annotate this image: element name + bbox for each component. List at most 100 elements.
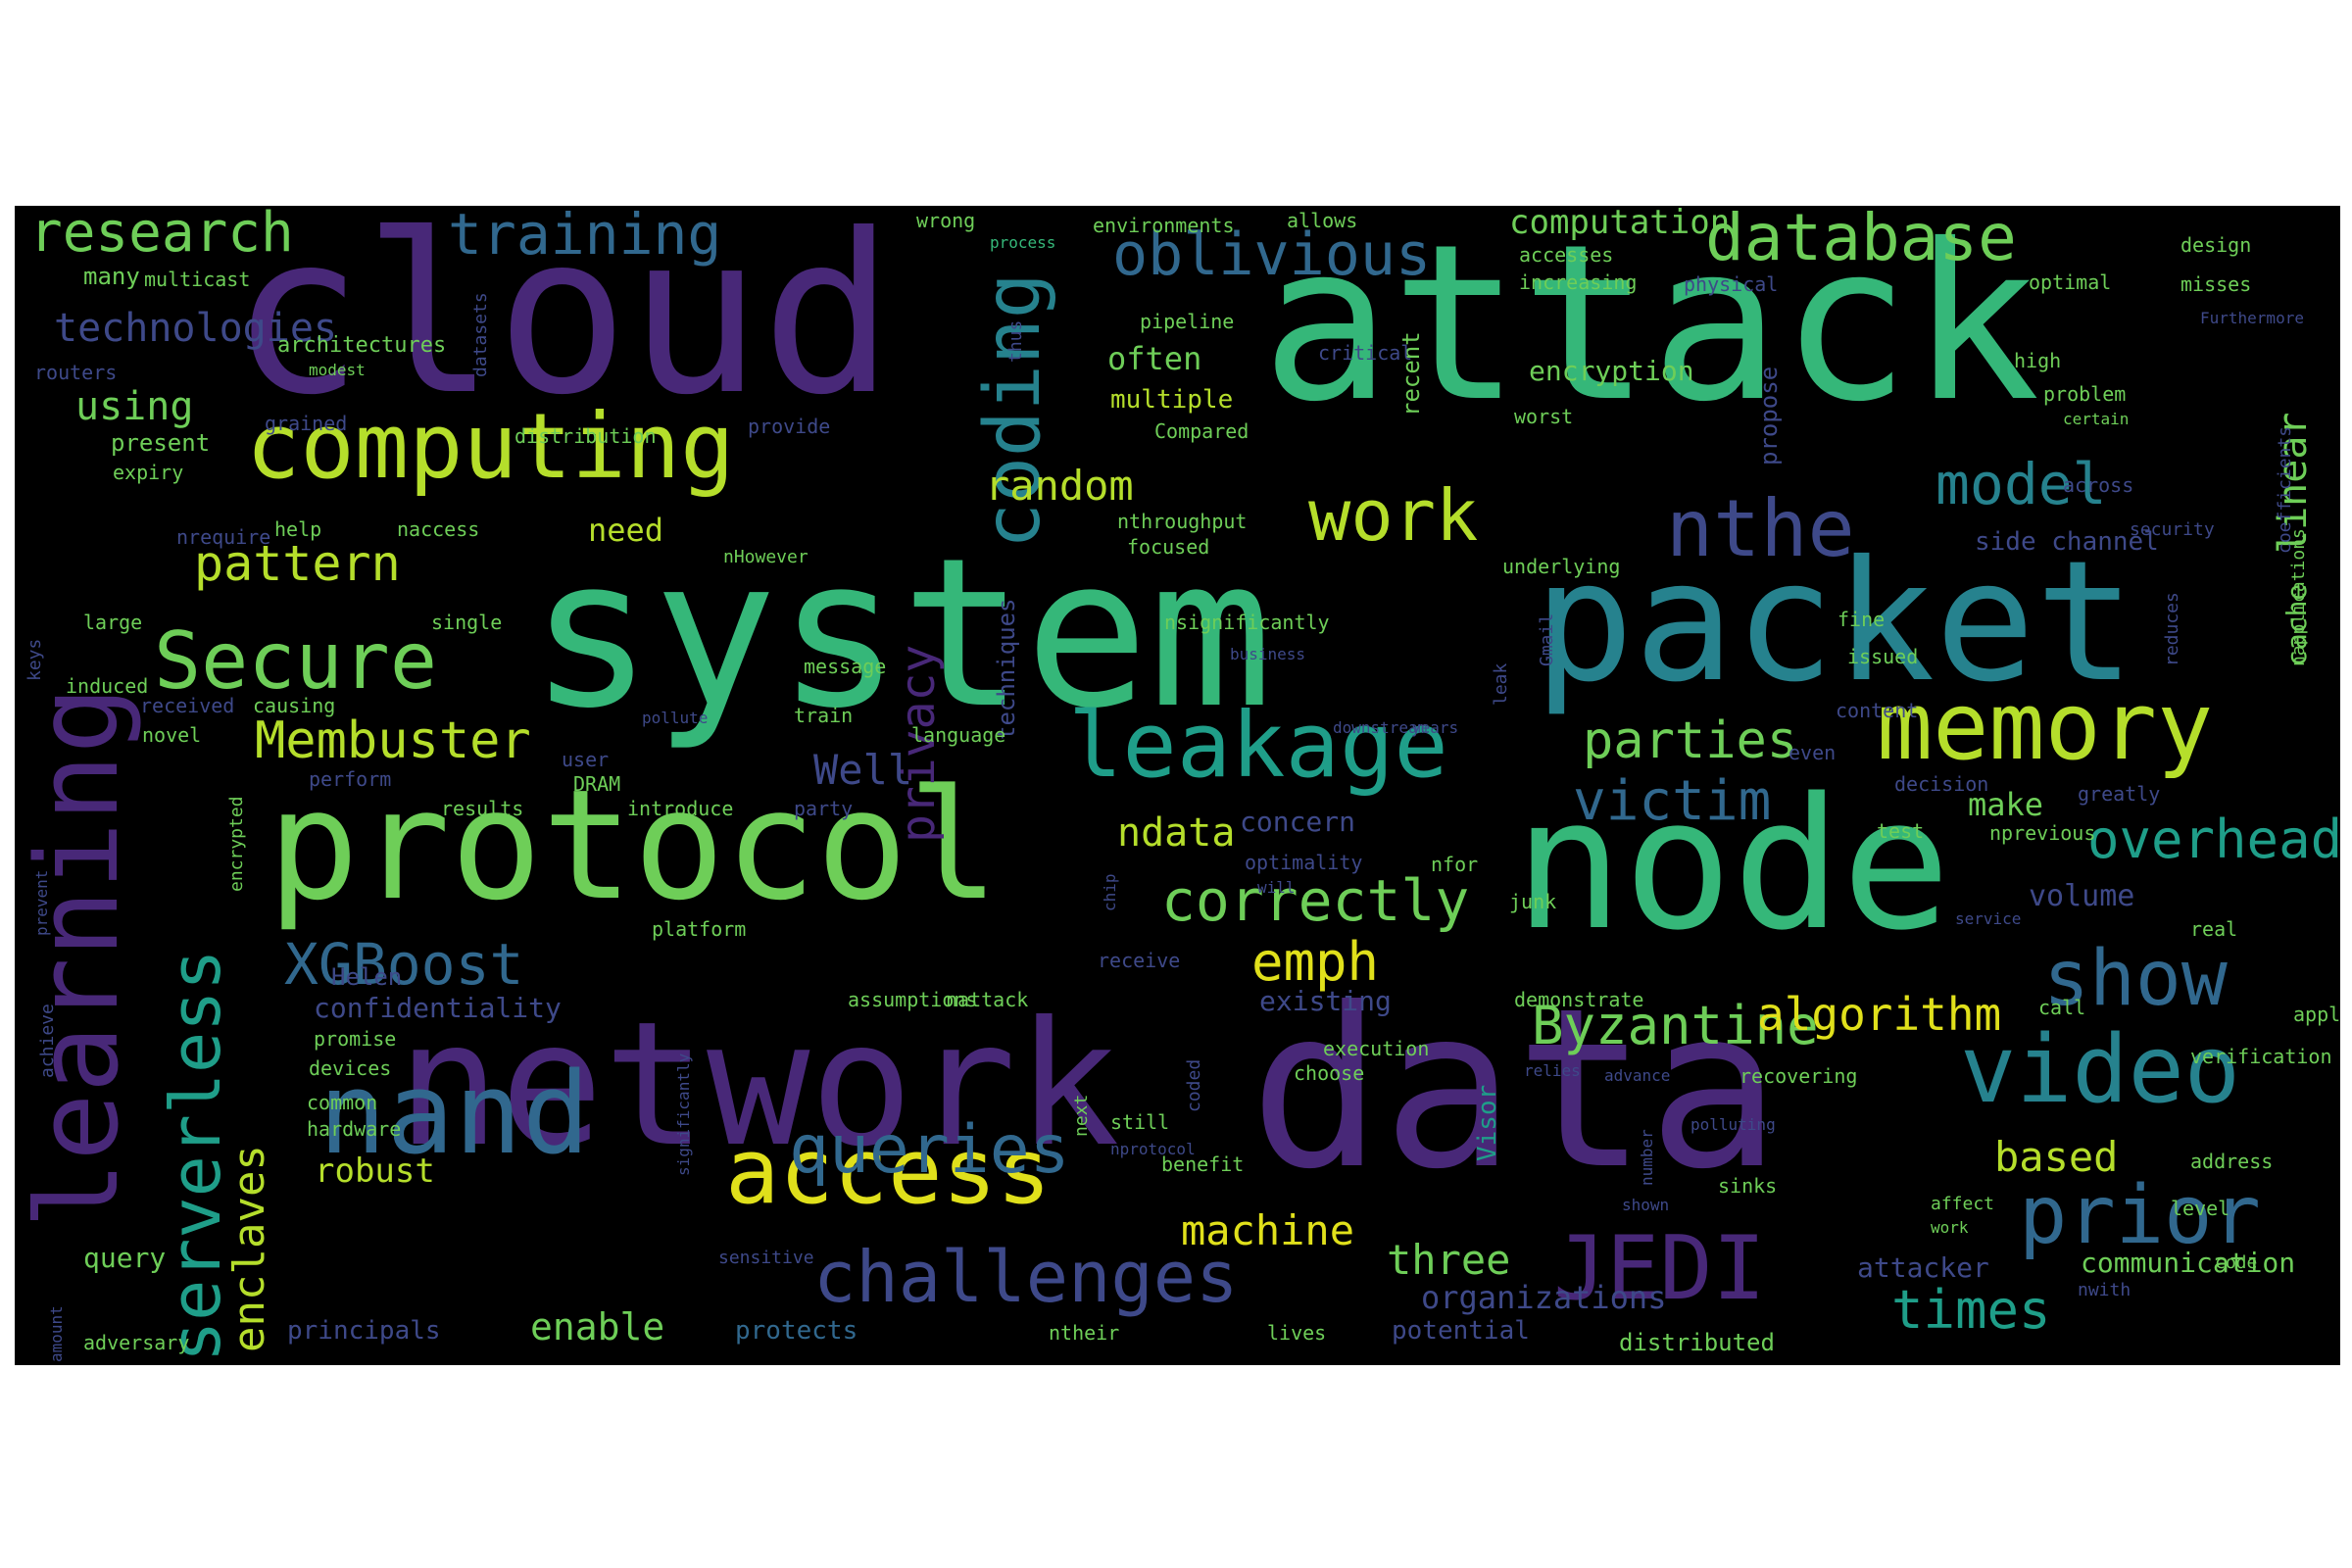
word: expiry: [113, 461, 184, 484]
word: will: [1257, 878, 1296, 897]
word: organizations: [1421, 1279, 1667, 1316]
word: message: [804, 655, 887, 678]
word: critical: [1318, 341, 1413, 365]
word: system: [529, 514, 1273, 754]
word: high: [2014, 349, 2062, 372]
word: single: [431, 611, 503, 634]
word: even: [1788, 741, 1837, 764]
word: make: [1968, 786, 2044, 823]
word: receive: [1098, 949, 1181, 972]
word: need: [588, 512, 664, 549]
word: challenges: [813, 1236, 1239, 1318]
word: distribution: [514, 424, 657, 448]
word: leakage: [1068, 693, 1448, 798]
word: affect: [1931, 1194, 1995, 1214]
word: model: [1936, 451, 2107, 517]
word: polluting: [1690, 1115, 1776, 1134]
word: adversary: [83, 1331, 190, 1354]
word: language: [911, 723, 1006, 747]
word: increasing: [1519, 270, 1638, 294]
word: perform: [309, 767, 392, 791]
word: concern: [1240, 806, 1356, 838]
word: sensitive: [718, 1248, 814, 1268]
word: random: [985, 462, 1134, 510]
word: greatly: [2078, 782, 2161, 806]
word: communication: [2081, 1247, 2296, 1279]
word: prior: [2019, 1169, 2261, 1262]
word: machine: [1181, 1206, 1355, 1254]
word: verification: [2190, 1045, 2332, 1068]
word: pipeline: [1140, 310, 1235, 333]
word: ntheir: [1049, 1321, 1120, 1345]
word: principals: [287, 1316, 441, 1346]
word: relies: [1524, 1061, 1581, 1080]
word: design: [2180, 233, 2252, 257]
word: applications: [2293, 1003, 2340, 1026]
word: choose: [1294, 1061, 1365, 1085]
word: execution: [1323, 1037, 1430, 1060]
word: large: [83, 611, 143, 634]
word: benefit: [1161, 1152, 1245, 1176]
word: present: [111, 429, 211, 457]
word: distributed: [1619, 1329, 1775, 1356]
word-cloud: attack system cloud data network node pa…: [15, 206, 2340, 1365]
word: Furthermore: [2200, 309, 2304, 327]
word: shown: [1622, 1196, 1670, 1214]
word: decision: [1894, 772, 1989, 796]
word: test: [1877, 819, 1925, 843]
word: Visor: [1473, 1084, 1502, 1161]
word: real: [2190, 917, 2238, 941]
word: Membuster: [255, 711, 531, 770]
word: computation: [1509, 206, 1731, 242]
word: work: [1308, 474, 1479, 557]
word: leak: [1491, 662, 1511, 706]
word: side channel: [1975, 527, 2159, 557]
word: many: [83, 263, 140, 290]
word: emph: [1251, 931, 1380, 993]
word: XGBoost: [284, 931, 524, 998]
word: times: [1891, 1279, 2051, 1341]
word: nand: [318, 1049, 590, 1180]
word: thus: [1005, 319, 1026, 363]
word: Compared: [1154, 419, 1250, 443]
word: serverless: [156, 949, 236, 1362]
word: years: [1411, 718, 1459, 737]
word: address: [2190, 1150, 2274, 1173]
word: amount: [47, 1305, 66, 1362]
word: assumptions: [848, 988, 978, 1011]
word: protects: [735, 1316, 858, 1346]
word: optimality: [1245, 851, 1363, 874]
word: work: [1931, 1218, 1969, 1237]
word: party: [794, 797, 854, 820]
word: grained: [265, 412, 348, 435]
word: nrequire: [176, 525, 271, 549]
word: junk: [1509, 890, 1557, 913]
word: correctly: [1161, 867, 1470, 934]
word: confidentiality: [314, 992, 562, 1024]
word: overhead: [2087, 808, 2340, 870]
word: network: [397, 986, 1120, 1185]
word: nprevious: [1989, 821, 2096, 845]
word: coded: [1184, 1058, 1204, 1112]
word: video: [1960, 1016, 2240, 1124]
word: misses: [2180, 272, 2252, 296]
word: train: [794, 704, 854, 727]
word: devices: [309, 1056, 392, 1080]
word: napplications: [2288, 528, 2309, 666]
word: nwith: [2078, 1280, 2132, 1300]
word: level: [2171, 1197, 2230, 1220]
word: algorithm: [1757, 988, 2002, 1041]
word: Gmail: [1537, 612, 1557, 666]
word: three: [1387, 1236, 1511, 1284]
word: process: [990, 233, 1056, 252]
word: code: [2215, 1252, 2258, 1273]
word: induced: [66, 674, 149, 698]
word: across: [2063, 473, 2134, 497]
word: advance: [1604, 1066, 1671, 1085]
word: nsignificantly: [1164, 611, 1330, 634]
word: optimal: [2029, 270, 2112, 294]
word: recovering: [1740, 1064, 1858, 1088]
word: results: [441, 797, 524, 820]
word: user: [562, 748, 610, 771]
word: demonstrate: [1514, 988, 1644, 1011]
